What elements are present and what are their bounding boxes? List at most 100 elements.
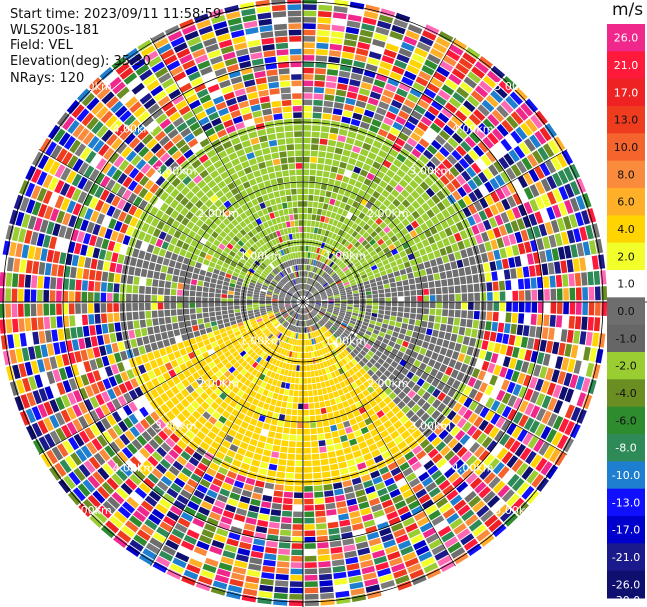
gate-cell bbox=[147, 455, 159, 467]
gate-cell bbox=[350, 72, 363, 81]
gate-cell bbox=[286, 330, 291, 336]
gate-cell bbox=[426, 385, 436, 394]
gate-cell bbox=[205, 254, 213, 261]
gate-cell bbox=[165, 346, 173, 355]
gate-cell bbox=[442, 309, 449, 317]
gate-cell bbox=[111, 491, 125, 505]
gate-cell bbox=[321, 368, 327, 375]
gate-cell bbox=[485, 321, 492, 331]
gate-cell bbox=[308, 304, 314, 308]
gate-cell bbox=[262, 270, 269, 276]
gate-cell bbox=[386, 329, 393, 336]
gate-cell bbox=[264, 319, 270, 324]
gate-cell bbox=[377, 238, 385, 246]
gate-cell bbox=[303, 258, 305, 264]
gate-cell bbox=[268, 404, 275, 412]
gate-cell bbox=[288, 447, 296, 454]
gate-cell bbox=[501, 198, 511, 211]
gate-cell bbox=[320, 327, 325, 334]
gate-cell bbox=[404, 99, 416, 109]
gate-cell bbox=[524, 388, 534, 401]
gate-cell bbox=[538, 223, 548, 237]
gate-cell bbox=[355, 371, 363, 378]
gate-cell bbox=[127, 180, 138, 192]
gate-cell bbox=[309, 409, 315, 416]
gate-cell bbox=[234, 560, 248, 569]
gate-cell bbox=[375, 276, 382, 282]
gate-cell bbox=[435, 287, 442, 295]
gate-cell bbox=[309, 403, 315, 409]
gate-cell bbox=[305, 339, 308, 346]
gate-cell bbox=[436, 338, 444, 346]
gate-cell bbox=[147, 225, 156, 235]
gate-cell bbox=[326, 290, 333, 294]
gate-cell bbox=[189, 523, 203, 534]
gate-cell bbox=[358, 384, 366, 392]
gate-cell bbox=[329, 43, 342, 51]
gate-cell bbox=[221, 310, 228, 315]
gate-cell bbox=[278, 299, 284, 301]
gate-cell bbox=[130, 378, 139, 389]
gate-cell bbox=[497, 270, 505, 281]
gate-cell bbox=[43, 401, 54, 416]
gate-cell bbox=[316, 350, 321, 357]
gate-cell bbox=[347, 353, 354, 361]
gate-cell bbox=[573, 228, 582, 243]
gate-cell bbox=[315, 299, 322, 301]
gate-cell bbox=[318, 248, 323, 255]
gate-cell bbox=[201, 529, 215, 539]
gate-cell bbox=[328, 178, 335, 186]
gate-cell bbox=[407, 272, 414, 279]
gate-cell bbox=[550, 219, 560, 233]
gate-cell bbox=[179, 248, 187, 257]
gate-cell bbox=[494, 174, 506, 187]
gate-cell bbox=[254, 426, 262, 435]
gate-cell bbox=[483, 372, 492, 384]
gate-cell bbox=[337, 282, 343, 287]
gate-cell bbox=[477, 263, 484, 274]
gate-cell bbox=[350, 516, 362, 525]
gate-cell bbox=[427, 395, 436, 405]
gate-cell bbox=[470, 477, 483, 490]
gate-cell bbox=[259, 461, 269, 469]
gate-cell bbox=[312, 389, 318, 396]
gate-cell bbox=[390, 430, 400, 440]
gate-cell bbox=[383, 226, 391, 234]
gate-cell bbox=[96, 213, 106, 225]
gate-cell bbox=[456, 417, 467, 429]
gate-cell bbox=[410, 414, 420, 424]
gate-cell bbox=[320, 307, 327, 311]
gate-cell bbox=[377, 194, 386, 203]
gate-cell bbox=[328, 298, 334, 301]
gate-cell bbox=[63, 475, 76, 490]
gate-cell bbox=[304, 308, 306, 314]
gate-cell bbox=[389, 71, 402, 81]
gate-cell bbox=[496, 354, 505, 366]
gate-cell bbox=[235, 554, 249, 563]
gate-cell bbox=[482, 118, 495, 131]
gate-cell bbox=[269, 385, 276, 392]
gate-cell bbox=[134, 267, 142, 277]
gate-cell bbox=[289, 434, 296, 441]
gate-cell bbox=[26, 332, 34, 346]
gate-cell bbox=[170, 188, 180, 198]
gate-cell bbox=[421, 65, 435, 76]
gate-cell bbox=[176, 494, 189, 505]
gate-cell bbox=[321, 295, 327, 298]
gate-cell bbox=[289, 581, 303, 587]
gate-cell bbox=[205, 356, 213, 364]
gate-cell bbox=[160, 475, 173, 487]
gate-cell bbox=[446, 154, 458, 165]
gate-cell bbox=[313, 485, 323, 492]
gate-cell bbox=[355, 415, 364, 423]
gate-cell bbox=[463, 238, 471, 248]
gate-cell bbox=[274, 311, 280, 315]
gate-cell bbox=[446, 377, 456, 387]
gate-cell bbox=[459, 230, 468, 240]
gate-cell bbox=[211, 425, 220, 435]
gate-cell bbox=[425, 267, 433, 275]
gate-cell bbox=[357, 353, 364, 360]
gate-cell bbox=[564, 420, 575, 436]
gate-cell bbox=[11, 226, 21, 242]
gate-cell bbox=[107, 388, 117, 400]
